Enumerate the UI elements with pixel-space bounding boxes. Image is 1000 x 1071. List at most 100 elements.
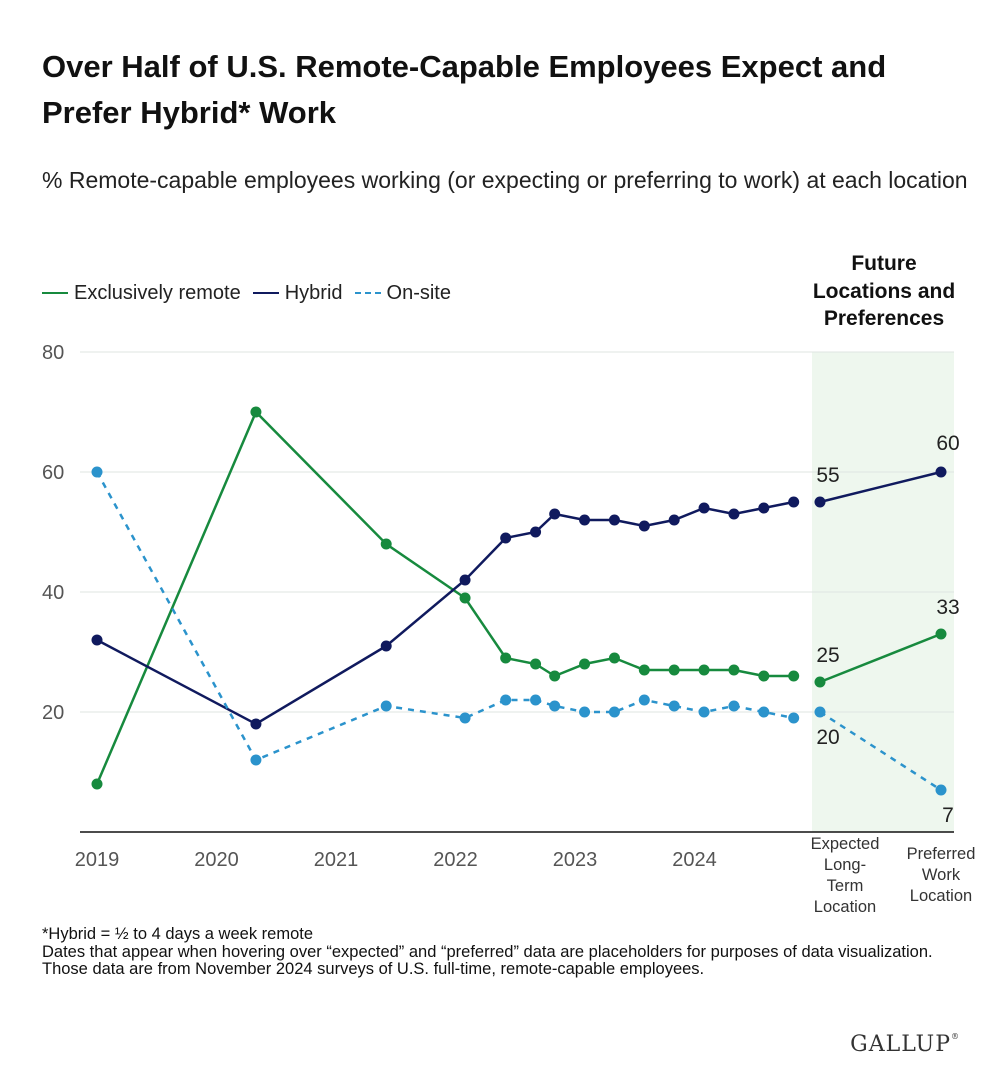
x-category-line: Preferred	[907, 845, 976, 863]
legend-swatch-remote	[42, 292, 68, 294]
data-point-hybrid	[698, 502, 710, 514]
data-point-remote	[728, 664, 740, 676]
series-group	[91, 406, 947, 796]
legend-item-hybrid: Hybrid	[252, 281, 343, 305]
x-category-line: Term	[827, 877, 864, 895]
footnote-hybrid-definition: *Hybrid = ½ to 4 days a week remote	[42, 925, 314, 943]
data-point-onsite	[638, 694, 650, 706]
data-point-hybrid	[788, 496, 800, 508]
data-point-hybrid	[250, 718, 262, 730]
data-point-hybrid	[728, 508, 740, 520]
x-category-line: Long-	[824, 856, 866, 874]
data-point-hybrid	[608, 514, 620, 526]
data-point-remote	[530, 658, 542, 670]
x-tick-label-2024: 2024	[672, 849, 717, 871]
data-point-onsite	[668, 700, 680, 712]
x-tick-label-2020: 2020	[194, 849, 239, 871]
data-point-onsite	[788, 712, 800, 724]
series-line-hybrid	[96, 500, 794, 726]
data-point-hybrid	[459, 574, 471, 586]
chart-subtitle: % Remote-capable employees working (or e…	[42, 167, 968, 193]
series-future-line-hybrid	[819, 470, 942, 504]
legend: Exclusively remote Hybrid On-site	[42, 281, 463, 305]
chart-title: Over Half of U.S. Remote-Capable Employe…	[42, 49, 887, 130]
data-point-hybrid	[530, 526, 542, 538]
data-point-onsite	[380, 700, 392, 712]
legend-item-remote: Exclusively remote	[42, 282, 241, 305]
footnote-placeholder-dates: Dates that appear when hovering over “ex…	[42, 942, 933, 978]
future-section-label: Future Locations and Preferences	[812, 252, 956, 330]
data-point-remote	[459, 592, 471, 604]
data-point-onsite	[250, 754, 262, 766]
grid	[80, 351, 954, 713]
data-point-hybrid	[380, 640, 392, 652]
y-tick-label-60: 60	[42, 462, 64, 484]
data-point-onsite	[935, 784, 947, 796]
legend-swatch-onsite	[354, 292, 381, 294]
value-label-hybrid-0: 55	[816, 464, 839, 487]
data-point-hybrid	[549, 508, 561, 520]
x-axis-ticks: 2019 2020 2021 2022 2023 2024 Expected Long- Ter…	[75, 835, 976, 916]
value-label-remote-0: 25	[816, 644, 839, 667]
data-point-onsite	[459, 712, 471, 724]
data-point-remote	[814, 676, 826, 688]
data-point-onsite	[500, 694, 512, 706]
value-label-onsite-0: 20	[816, 726, 839, 749]
data-point-hybrid	[758, 502, 770, 514]
value-label-onsite-1: 7	[942, 804, 954, 827]
value-label-remote-1: 33	[936, 596, 959, 619]
data-point-onsite	[728, 700, 740, 712]
data-point-onsite	[698, 706, 710, 718]
data-point-onsite	[758, 706, 770, 718]
x-category-line: Expected	[811, 835, 880, 853]
data-point-remote	[608, 652, 620, 664]
data-point-hybrid	[91, 634, 103, 646]
data-point-hybrid	[668, 514, 680, 526]
value-labels: 55 60 25 33 20 7	[816, 432, 959, 827]
x-tick-label-2021: 2021	[314, 849, 359, 871]
data-point-onsite	[91, 466, 103, 478]
x-tick-label-2022: 2022	[433, 849, 478, 871]
data-point-onsite	[814, 706, 826, 718]
legend-label-hybrid: Hybrid	[284, 281, 343, 304]
legend-swatch-hybrid	[252, 292, 279, 294]
data-point-onsite	[579, 706, 591, 718]
data-point-remote	[380, 538, 392, 550]
line-chart: 20 40 60 80 2019 2020 2021 2022 2023 2024 Expecte…	[42, 342, 976, 916]
legend-label-onsite: On-site	[386, 281, 451, 304]
data-point-hybrid	[935, 466, 947, 478]
data-point-remote	[91, 778, 103, 790]
data-point-onsite	[549, 700, 561, 712]
data-point-remote	[758, 670, 770, 682]
y-tick-label-40: 40	[42, 582, 64, 604]
data-point-hybrid	[814, 496, 826, 508]
gallup-logo: GALLUP®	[850, 1032, 960, 1057]
data-point-remote	[638, 664, 650, 676]
legend-item-onsite: On-site	[354, 281, 451, 305]
data-point-remote	[668, 664, 680, 676]
y-tick-label-80: 80	[42, 342, 64, 364]
data-point-remote	[579, 658, 591, 670]
value-label-hybrid-1: 60	[936, 432, 959, 455]
data-point-onsite	[608, 706, 620, 718]
data-point-remote	[935, 628, 947, 640]
gallup-logo-text: GALLUP	[850, 1032, 951, 1057]
y-axis-ticks: 20 40 60 80	[42, 342, 64, 724]
x-category-line: Work	[922, 866, 961, 884]
x-category-line: Location	[910, 887, 972, 905]
y-tick-label-20: 20	[42, 702, 64, 724]
data-point-hybrid	[579, 514, 591, 526]
data-point-remote	[500, 652, 512, 664]
data-point-hybrid	[638, 520, 650, 532]
x-tick-label-2023: 2023	[553, 849, 598, 871]
footnotes: *Hybrid = ½ to 4 days a week remote Date…	[42, 925, 962, 979]
data-point-remote	[788, 670, 800, 682]
data-point-onsite	[530, 694, 542, 706]
x-category-line: Location	[814, 898, 876, 916]
x-category-label-0: Expected Long- Term Location	[811, 835, 880, 916]
data-point-remote	[250, 406, 262, 418]
data-point-remote	[549, 670, 561, 682]
data-point-remote	[698, 664, 710, 676]
legend-label-remote: Exclusively remote	[74, 281, 241, 304]
series-future-line-remote	[819, 632, 942, 684]
